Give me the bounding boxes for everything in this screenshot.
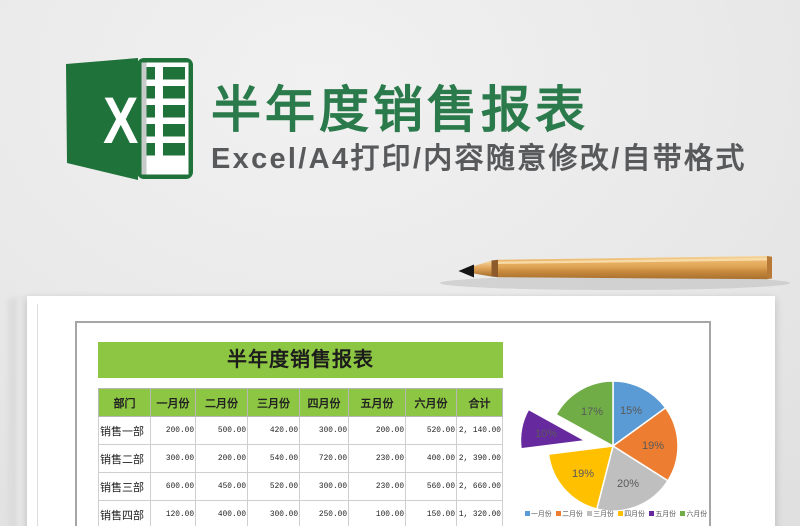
svg-text:15%: 15% [620, 405, 642, 417]
svg-text:19%: 19% [572, 468, 594, 480]
svg-text:20%: 20% [617, 478, 639, 490]
svg-text:17%: 17% [581, 406, 603, 418]
svg-text:19%: 19% [642, 440, 664, 452]
svg-text:10%: 10% [535, 428, 557, 440]
